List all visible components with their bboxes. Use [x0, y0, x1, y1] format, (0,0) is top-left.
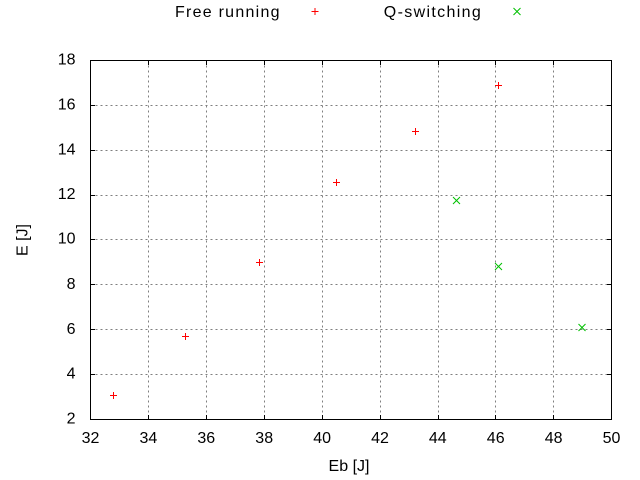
svg-text:16: 16	[58, 97, 76, 114]
svg-text:48: 48	[545, 430, 563, 447]
svg-text:10: 10	[58, 231, 76, 248]
svg-text:2: 2	[67, 411, 76, 428]
svg-text:18: 18	[58, 52, 76, 69]
svg-text:Eb [J]: Eb [J]	[329, 458, 370, 475]
svg-text:4: 4	[67, 366, 76, 383]
svg-text:44: 44	[429, 430, 447, 447]
svg-text:46: 46	[487, 430, 505, 447]
svg-text:36: 36	[197, 430, 215, 447]
svg-text:42: 42	[371, 430, 389, 447]
svg-text:Free running: Free running	[175, 4, 280, 21]
svg-text:Q-switching: Q-switching	[384, 4, 481, 21]
svg-text:14: 14	[58, 141, 76, 158]
svg-text:32: 32	[82, 430, 100, 447]
svg-text:50: 50	[603, 430, 621, 447]
svg-text:6: 6	[67, 321, 76, 338]
svg-text:40: 40	[313, 430, 331, 447]
svg-text:E [J]: E [J]	[14, 224, 31, 256]
svg-text:12: 12	[58, 186, 76, 203]
svg-text:8: 8	[67, 276, 76, 293]
svg-text:38: 38	[255, 430, 273, 447]
svg-text:34: 34	[140, 430, 158, 447]
